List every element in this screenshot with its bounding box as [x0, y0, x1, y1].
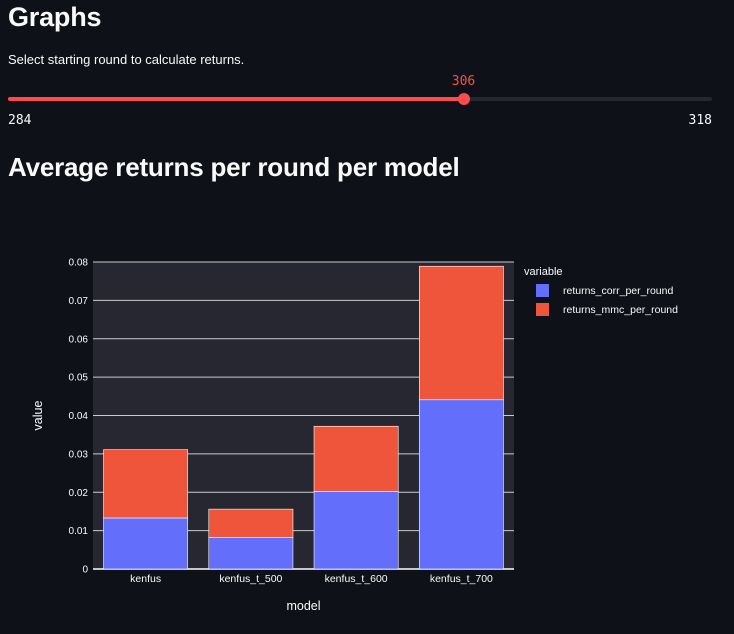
y-tick-label: 0.08: [69, 258, 89, 269]
bar-returns-corr-per-round: [103, 517, 189, 570]
legend-swatch: [536, 303, 549, 316]
x-tick-label: kenfus: [130, 573, 161, 585]
round-slider[interactable]: 306 284 318: [8, 70, 712, 130]
page-title: Graphs: [8, 2, 102, 32]
y-tick-label: 0: [82, 565, 88, 576]
x-tick-label: kenfus_t_600: [325, 573, 388, 585]
y-axis-title: value: [31, 401, 45, 431]
legend-label: returns_mmc_per_round: [563, 304, 678, 316]
legend-label: returns_corr_per_round: [563, 285, 673, 297]
y-tick-label: 0.07: [69, 296, 89, 307]
bar-returns-mmc-per-round: [313, 425, 399, 492]
y-tick-label: 0.02: [69, 488, 89, 499]
slider-value-label: 306: [451, 74, 476, 89]
y-tick-label: 0.05: [69, 373, 89, 384]
slider-thumb[interactable]: [457, 93, 470, 105]
legend-swatch: [536, 284, 549, 297]
legend-title: variable: [524, 266, 563, 278]
y-tick-label: 0.06: [69, 334, 89, 345]
slider-min-label: 284: [8, 113, 32, 128]
x-axis-title: model: [286, 599, 320, 613]
bar-returns-corr-per-round: [418, 399, 504, 570]
slider-fill: [8, 97, 464, 101]
y-tick-label: 0.01: [69, 526, 89, 537]
x-tick-label: kenfus_t_500: [219, 573, 282, 585]
slider-max-label: 318: [688, 113, 712, 128]
bar-returns-corr-per-round: [313, 491, 399, 570]
bar-returns-corr-per-round: [208, 537, 294, 570]
section-title: Average returns per round per model: [8, 152, 460, 182]
slider-caption: Select starting round to calculate retur…: [8, 52, 245, 67]
y-tick-label: 0.04: [69, 411, 89, 422]
bar-returns-mmc-per-round: [418, 265, 504, 401]
bar-returns-mmc-per-round: [103, 449, 189, 519]
x-tick-label: kenfus_t_700: [430, 573, 493, 585]
y-tick-label: 0.03: [69, 449, 89, 460]
bar-returns-mmc-per-round: [208, 508, 294, 538]
